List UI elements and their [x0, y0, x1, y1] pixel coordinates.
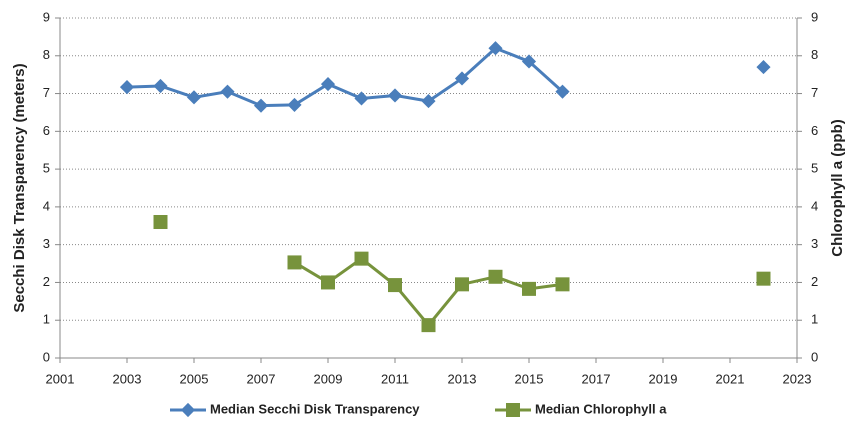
y-axis-label: Secchi Disk Transparency (meters) [11, 63, 28, 312]
point [153, 215, 168, 229]
x-tick-label: 2009 [314, 371, 343, 386]
legend-label: Median Chlorophyll a [535, 401, 667, 416]
point [488, 41, 503, 56]
point [522, 281, 536, 296]
x-tick-label: 2001 [46, 371, 75, 386]
y-tick-label: 0 [43, 349, 50, 364]
series-line [127, 48, 764, 105]
x-tick-label: 2007 [247, 371, 276, 386]
y-tick-label: 7 [43, 85, 50, 100]
y-tick-label: 1 [43, 312, 50, 327]
point [455, 277, 469, 292]
point [320, 77, 336, 92]
y2-tick-label: 8 [811, 47, 818, 62]
y2-tick-label: 9 [811, 9, 818, 24]
y-tick-label: 3 [43, 236, 50, 251]
y2-tick-label: 6 [811, 123, 818, 138]
y-tick-label: 9 [43, 9, 50, 24]
x-tick-label: 2011 [381, 371, 409, 386]
legend-marker [506, 403, 520, 417]
x-tick-label: 2003 [113, 371, 142, 386]
x-tick-label: 2019 [649, 371, 678, 386]
point [555, 84, 570, 99]
x-tick-label: 2015 [515, 371, 544, 386]
point [119, 80, 135, 95]
point [253, 98, 269, 113]
point [555, 277, 570, 292]
y2-tick-label: 5 [811, 161, 818, 176]
y-tick-label: 6 [43, 123, 50, 138]
point [388, 278, 402, 293]
x-tick-label: 2023 [783, 371, 812, 386]
y2-tick-label: 1 [811, 312, 818, 327]
y2-tick-label: 7 [811, 85, 818, 100]
point [354, 251, 369, 266]
point [421, 94, 436, 109]
point [488, 269, 503, 284]
x-tick-label: 2005 [180, 371, 209, 386]
y-tick-label: 2 [43, 274, 50, 289]
point [153, 78, 168, 94]
y2-tick-label: 4 [811, 198, 818, 213]
point [756, 271, 771, 286]
point [321, 275, 335, 290]
y-tick-label: 4 [43, 198, 50, 213]
x-tick-label: 2017 [582, 371, 611, 386]
x-tick-label: 2013 [448, 371, 477, 386]
point [521, 54, 537, 69]
point [287, 255, 302, 270]
point [186, 90, 202, 105]
y2-tick-label: 3 [811, 236, 818, 251]
point [220, 84, 235, 99]
point [421, 318, 436, 333]
y-tick-label: 5 [43, 161, 50, 176]
point [756, 60, 771, 75]
point [387, 88, 403, 103]
point [287, 97, 302, 112]
x-tick-label: 2021 [716, 371, 745, 386]
y2-axis-label: Chlorophyll a (ppb) [829, 119, 846, 256]
y2-tick-label: 0 [811, 349, 818, 364]
point [454, 71, 470, 86]
point [354, 91, 369, 106]
y-tick-label: 8 [43, 47, 50, 62]
legend-label: Median Secchi Disk Transparency [210, 401, 420, 416]
y2-tick-label: 2 [811, 274, 818, 289]
legend-marker [180, 402, 196, 418]
